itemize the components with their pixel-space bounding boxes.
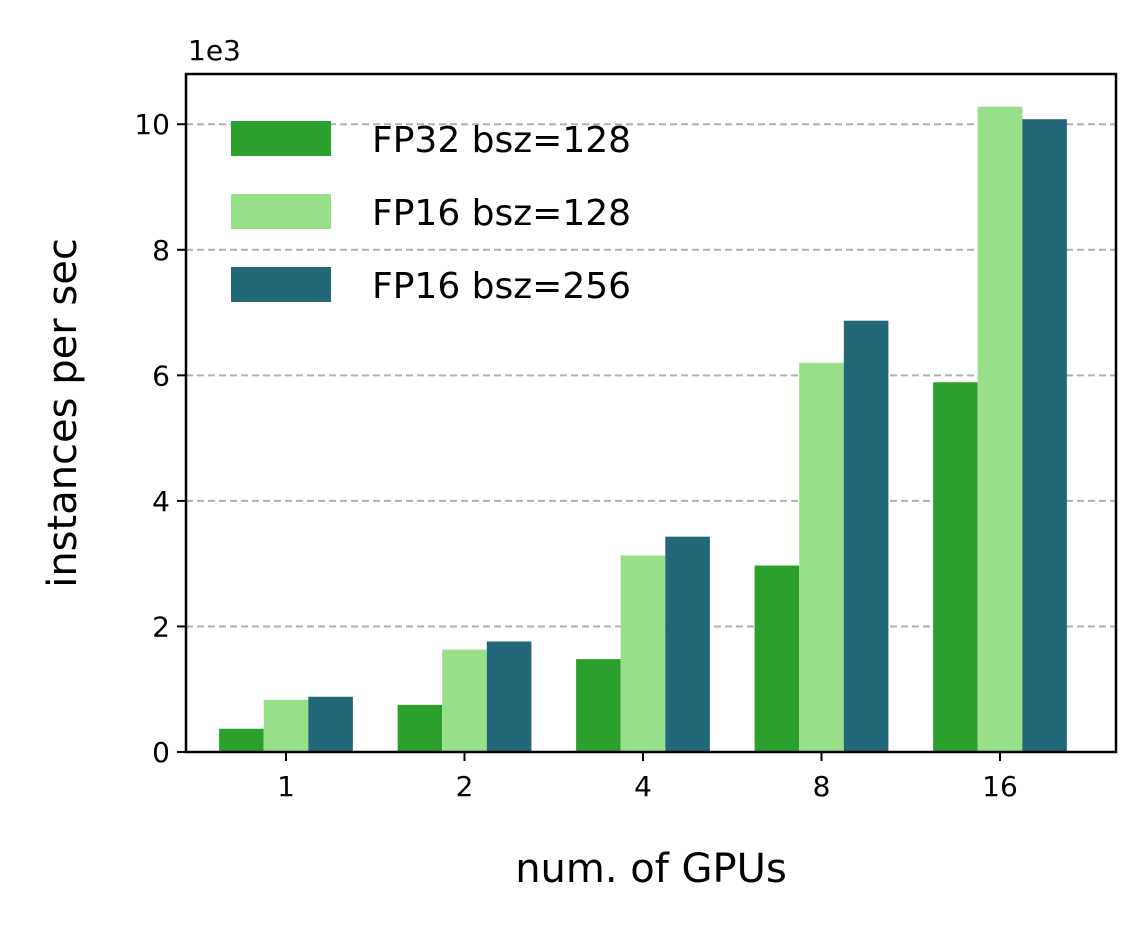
bar-fp16-bsz-128-gpus-2 bbox=[442, 649, 487, 752]
bar-fp16-bsz-256-gpus-16 bbox=[1022, 119, 1067, 752]
legend-label: FP32 bsz=128 bbox=[372, 120, 631, 161]
bar-fp16-bsz-256-gpus-2 bbox=[486, 641, 532, 752]
x-tick-label: 16 bbox=[982, 770, 1018, 803]
bar-fp16-bsz-128-gpus-4 bbox=[620, 555, 666, 752]
y-tick-label: 8 bbox=[152, 234, 170, 267]
x-ticks: 1 2 4 8 16 bbox=[277, 752, 1018, 803]
y-tick-label: 2 bbox=[152, 610, 170, 643]
bar-fp16-bsz-256-gpus-8 bbox=[843, 320, 889, 752]
legend-swatch bbox=[231, 194, 331, 229]
y-tick-label: 10 bbox=[134, 108, 170, 141]
bars bbox=[219, 106, 1067, 752]
y-tick-label: 4 bbox=[152, 485, 170, 518]
bar-fp32-bsz-128-gpus-4 bbox=[576, 659, 621, 752]
x-tick-label: 8 bbox=[813, 770, 831, 803]
bar-fp16-bsz-256-gpus-4 bbox=[665, 536, 710, 752]
bar-fp16-bsz-128-gpus-8 bbox=[799, 362, 844, 752]
plot-frame bbox=[184, 72, 1118, 754]
bar-fp32-bsz-128-gpus-8 bbox=[754, 565, 800, 752]
y-ticks: 0 2 4 6 8 10 bbox=[134, 108, 186, 769]
x-tick-label: 2 bbox=[456, 770, 474, 803]
y-axis-label: instances per sec bbox=[40, 238, 86, 588]
x-axis-label: num. of GPUs bbox=[515, 846, 787, 892]
bar-fp16-bsz-256-gpus-1 bbox=[308, 696, 353, 752]
legend-label: FP16 bsz=128 bbox=[372, 193, 631, 234]
bar-fp32-bsz-128-gpus-16 bbox=[933, 382, 978, 752]
legend-swatch bbox=[231, 121, 331, 156]
bar-fp32-bsz-128-gpus-1 bbox=[219, 728, 264, 752]
bar-fp32-bsz-128-gpus-2 bbox=[397, 704, 443, 752]
bar-fp16-bsz-128-gpus-1 bbox=[263, 699, 309, 752]
legend-label: FP16 bsz=256 bbox=[372, 266, 631, 307]
y-tick-label: 6 bbox=[152, 359, 170, 392]
legend-swatch bbox=[231, 267, 331, 302]
x-tick-label: 4 bbox=[634, 770, 652, 803]
legend: FP32 bsz=128 FP16 bsz=128 FP16 bsz=256 bbox=[231, 120, 631, 307]
y-tick-label: 0 bbox=[152, 736, 170, 769]
y-scale-label: 1e3 bbox=[188, 34, 241, 67]
x-tick-label: 1 bbox=[277, 770, 295, 803]
bar-fp16-bsz-128-gpus-16 bbox=[977, 106, 1023, 752]
